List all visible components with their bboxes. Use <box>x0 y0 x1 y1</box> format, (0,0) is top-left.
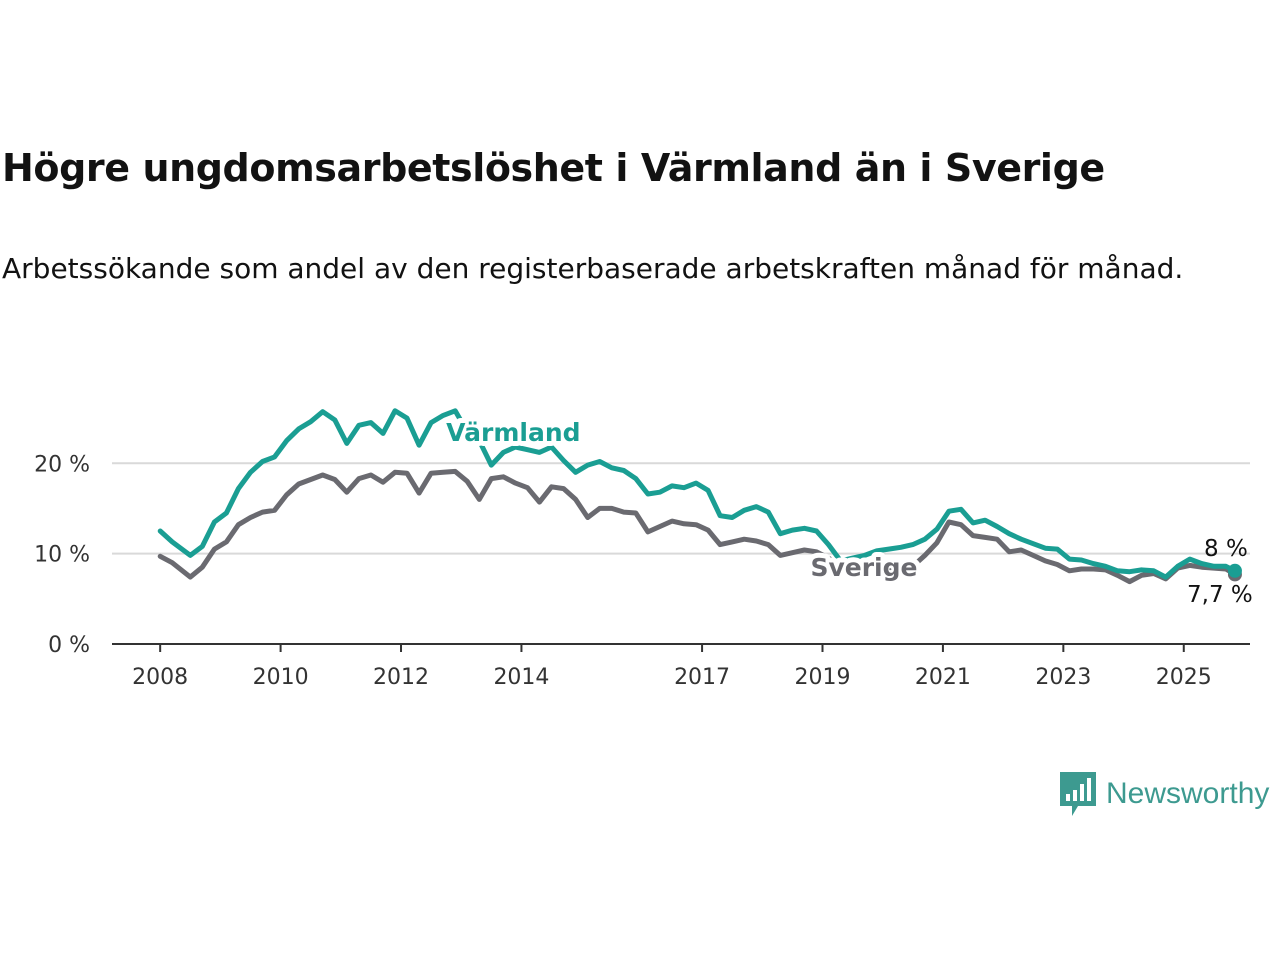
y-tick-label: 20 % <box>34 452 90 477</box>
series-label-sverige: Sverige <box>810 553 917 582</box>
x-tick-label: 2023 <box>1035 665 1091 690</box>
x-tick-label: 2021 <box>915 665 971 690</box>
y-tick-label: 0 % <box>48 633 90 658</box>
newsworthy-logo-icon <box>1060 772 1096 816</box>
series-label-varmland: Värmland <box>446 418 580 447</box>
x-tick-label: 2019 <box>794 665 850 690</box>
x-axis: 2008 2010 2012 2014 2017 2019 2021 2023 2025 <box>112 643 1250 690</box>
series-line-varmland <box>157 408 1238 580</box>
series-end-point-varmland <box>1227 563 1242 578</box>
x-tick-label: 2025 <box>1156 665 1212 690</box>
x-tick-label: 2012 <box>373 665 429 690</box>
x-tick-label: 2008 <box>132 665 188 690</box>
series-line-sverige <box>157 468 1238 585</box>
y-tick-label: 10 % <box>34 543 90 568</box>
chart-subtitle: Arbetssökande som andel av den registerb… <box>2 252 1184 285</box>
x-tick-label: 2017 <box>674 665 730 690</box>
chart-title: Högre ungdomsarbetslöshet i Värmland än … <box>2 146 1105 190</box>
x-tick-label: 2014 <box>493 665 549 690</box>
x-tick-label: 2010 <box>253 665 309 690</box>
series-label-varmland-halo: Värmland <box>446 418 580 447</box>
newsworthy-logo: Newsworthy <box>1058 770 1269 818</box>
brand-name: Newsworthy <box>1106 777 1270 810</box>
series-lines <box>157 408 1242 585</box>
end-value-label-varmland: 8 % <box>1204 536 1248 562</box>
end-value-label-sverige: 7,7 % <box>1187 582 1253 608</box>
series-label-sverige-halo: Sverige <box>810 553 917 582</box>
